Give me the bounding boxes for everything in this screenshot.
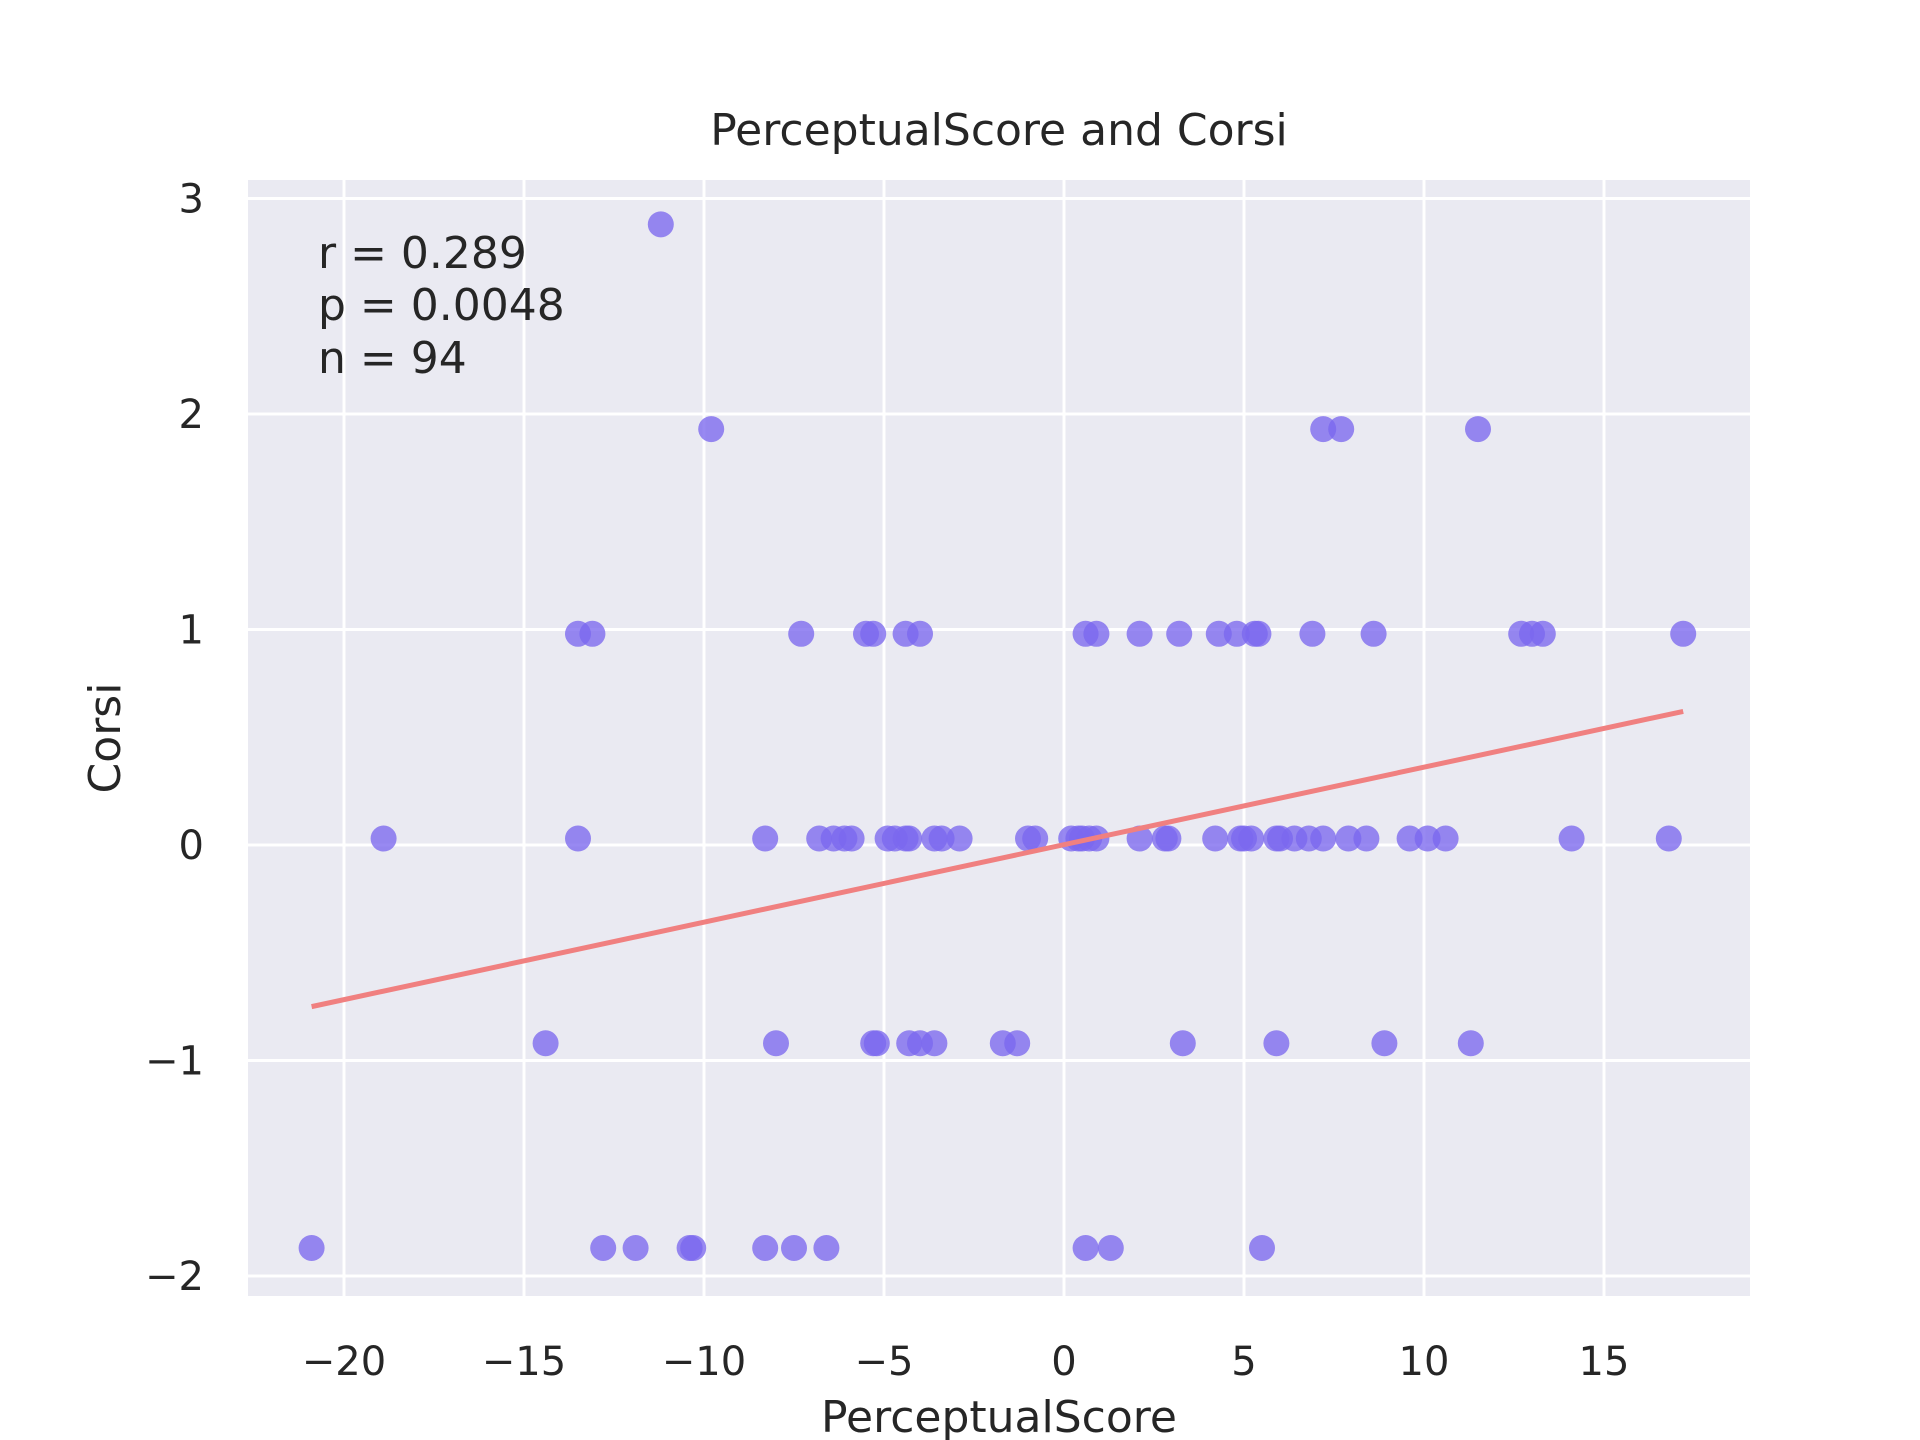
data-point — [1022, 825, 1049, 852]
data-point — [298, 1234, 325, 1261]
data-point — [928, 825, 955, 852]
stat-r: r = 0.289 — [318, 228, 527, 279]
data-point — [370, 825, 397, 852]
stat-n: n = 94 — [318, 333, 467, 384]
data-point — [752, 825, 779, 852]
data-point — [1245, 620, 1272, 647]
data-point — [752, 1234, 779, 1261]
y-tick-label: 1 — [179, 608, 204, 654]
data-point — [1353, 825, 1380, 852]
data-point — [1126, 620, 1153, 647]
data-points — [298, 211, 1697, 1261]
vertical-gridlines — [342, 180, 1606, 1296]
data-point — [1310, 416, 1337, 443]
data-point — [788, 620, 815, 647]
data-point — [1004, 1030, 1031, 1057]
data-point — [698, 416, 725, 443]
data-point — [532, 1030, 559, 1057]
data-point — [1169, 1030, 1196, 1057]
data-point — [838, 825, 865, 852]
data-point — [622, 1234, 649, 1261]
x-tick-label: 10 — [1399, 1339, 1450, 1385]
data-point — [1360, 620, 1387, 647]
data-point — [1263, 1030, 1290, 1057]
data-point — [896, 825, 923, 852]
data-point — [781, 1234, 807, 1261]
regression-line — [311, 708, 1684, 1010]
data-point — [946, 825, 973, 852]
data-point — [1432, 825, 1459, 852]
stat-p: p = 0.0048 — [318, 280, 565, 331]
data-point — [1155, 825, 1182, 852]
data-point — [1670, 620, 1697, 647]
data-point — [1249, 1234, 1275, 1261]
y-tick-label: −1 — [145, 1039, 204, 1085]
data-point — [1238, 825, 1265, 852]
x-tick-label: −10 — [662, 1339, 746, 1385]
data-point — [1166, 620, 1193, 647]
x-tick-labels: −20 −15 −10 −5 0 5 10 15 — [302, 1339, 1630, 1385]
data-point — [647, 211, 674, 238]
data-point — [1465, 416, 1491, 443]
data-point — [921, 1030, 948, 1057]
y-axis-label: Corsi — [80, 683, 131, 794]
y-tick-label: 2 — [179, 392, 204, 438]
data-point — [1335, 825, 1362, 852]
data-point — [590, 1234, 617, 1261]
plot-background — [248, 180, 1750, 1296]
data-point — [1655, 825, 1682, 852]
data-point — [1310, 825, 1337, 852]
data-point — [680, 1234, 707, 1261]
data-point — [1371, 1030, 1398, 1057]
data-point — [1205, 620, 1232, 647]
data-point — [1558, 825, 1585, 852]
y-tick-label: −2 — [145, 1254, 204, 1300]
x-tick-label: −20 — [302, 1339, 386, 1385]
x-tick-label: −15 — [482, 1339, 566, 1385]
data-point — [1083, 620, 1110, 647]
data-point — [1328, 416, 1355, 443]
data-point — [860, 620, 887, 647]
y-tick-label: 0 — [179, 823, 204, 869]
data-point — [1299, 620, 1326, 647]
horizontal-gridlines — [248, 197, 1750, 1278]
data-point — [763, 1030, 789, 1057]
x-tick-label: 0 — [1051, 1339, 1076, 1385]
x-tick-label: 5 — [1231, 1339, 1256, 1385]
data-point — [907, 620, 933, 647]
data-point — [579, 620, 606, 647]
data-point — [1529, 620, 1556, 647]
x-tick-label: −5 — [855, 1339, 914, 1385]
y-tick-label: 3 — [179, 177, 204, 223]
data-point — [1097, 1234, 1124, 1261]
data-point — [1457, 1030, 1484, 1057]
data-point — [565, 825, 591, 852]
data-point — [813, 1234, 840, 1261]
data-point — [1202, 825, 1229, 852]
y-tick-labels: −2 −1 0 1 2 3 — [145, 177, 204, 1301]
data-point — [1223, 620, 1250, 647]
data-point — [863, 1030, 890, 1057]
data-point — [1072, 1234, 1099, 1261]
x-axis-label: PerceptualScore — [821, 1392, 1177, 1440]
x-tick-label: 15 — [1579, 1339, 1630, 1385]
chart-title: PerceptualScore and Corsi — [710, 105, 1288, 156]
data-point — [1414, 825, 1441, 852]
data-point — [1396, 825, 1423, 852]
